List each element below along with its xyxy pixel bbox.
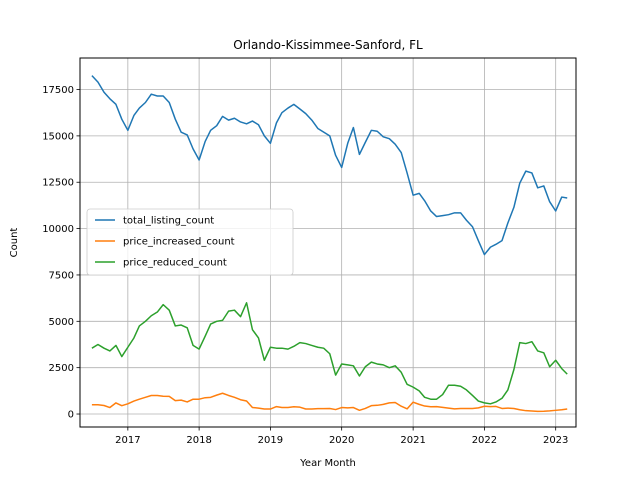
- y-tick-label: 15000: [42, 131, 74, 142]
- x-tick-label: 2018: [186, 435, 211, 446]
- series-line-total-listing-count: [91, 75, 568, 256]
- y-tick-label: 0: [68, 410, 74, 421]
- x-axis-title: Year Month: [299, 458, 356, 469]
- x-tick-label: 2023: [543, 435, 568, 446]
- x-tick-label: 2017: [115, 435, 140, 446]
- series-line-price-increased-count: [91, 392, 568, 413]
- x-axis-ticks: 2017 2018 2019 2020 2021 2022 2023: [115, 427, 568, 446]
- legend-label: total_listing_count: [123, 216, 214, 227]
- y-tick-label: 2500: [49, 363, 74, 374]
- x-tick-label: 2021: [400, 435, 425, 446]
- y-tick-label: 17500: [42, 85, 74, 96]
- grid: [80, 58, 576, 427]
- y-tick-label: 5000: [49, 317, 74, 328]
- legend-box: [86, 208, 294, 276]
- plot-frame: [79, 57, 577, 428]
- x-tick-label: 2020: [329, 435, 354, 446]
- x-tick-label: 2019: [258, 435, 283, 446]
- y-axis-ticks: 0 2500 5000 7500 10000 12500 15000 17500: [42, 85, 80, 421]
- x-tick-label: 2022: [472, 435, 497, 446]
- y-tick-label: 10000: [42, 224, 74, 235]
- y-tick-label: 7500: [49, 270, 74, 281]
- series-lines: [91, 75, 568, 413]
- y-tick-label: 12500: [42, 178, 74, 189]
- legend-label: price_reduced_count: [123, 258, 227, 269]
- y-axis-title: Count: [9, 228, 20, 258]
- chart-title: Orlando-Kissimmee-Sanford, FL: [233, 38, 423, 52]
- series-line-price-reduced-count: [91, 302, 568, 405]
- legend-label: price_increased_count: [123, 237, 235, 248]
- legend: total_listing_count price_increased_count…: [86, 208, 294, 276]
